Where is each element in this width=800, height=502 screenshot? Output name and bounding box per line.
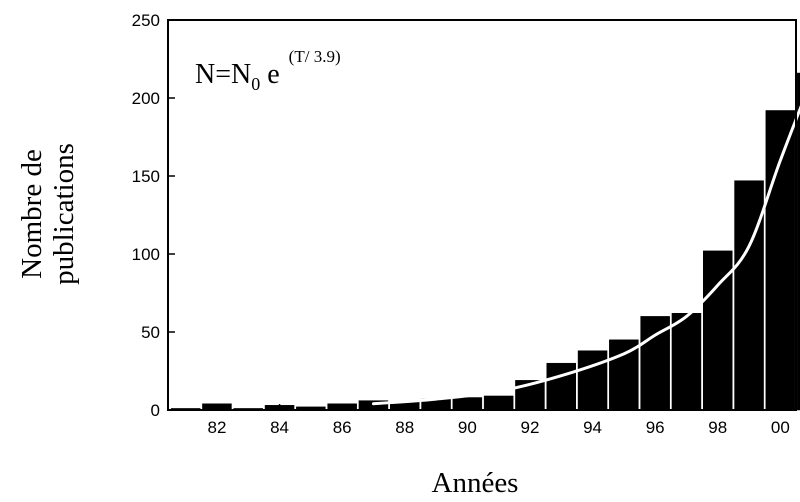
x-tick-label-92: 92 bbox=[520, 418, 539, 437]
y-tick-label-250: 250 bbox=[132, 11, 160, 30]
bar-96 bbox=[640, 316, 670, 411]
x-axis-title: Années bbox=[432, 467, 519, 499]
bar-95 bbox=[609, 339, 639, 411]
y-axis-title: Nombre de publications bbox=[16, 143, 80, 285]
x-tick-label-88: 88 bbox=[395, 418, 414, 437]
bar-01 bbox=[796, 72, 800, 411]
bar-98 bbox=[703, 250, 733, 411]
y-axis-title-line-1: Nombre de bbox=[16, 149, 48, 279]
fit-equation-base: e bbox=[260, 59, 286, 90]
fit-curve bbox=[371, 105, 800, 406]
y-tick-label-0: 0 bbox=[151, 401, 160, 420]
bar-99 bbox=[734, 180, 764, 411]
bar-91 bbox=[483, 395, 514, 411]
bar-94 bbox=[577, 350, 608, 411]
fit-equation-lhs: N=N bbox=[195, 59, 251, 90]
x-tick-label-90: 90 bbox=[458, 418, 477, 437]
y-tick-label-50: 50 bbox=[141, 323, 160, 342]
fit-equation: N=N0 e (T/ 3.9) bbox=[195, 47, 341, 94]
y-tick-label-100: 100 bbox=[132, 245, 160, 264]
bar-00 bbox=[765, 110, 796, 411]
y-tick-label-200: 200 bbox=[132, 89, 160, 108]
x-tick-label-94: 94 bbox=[583, 418, 602, 437]
y-axis-title-line-2: publications bbox=[48, 143, 80, 285]
plot-frame bbox=[167, 19, 797, 411]
bar-97 bbox=[671, 313, 702, 411]
fit-equation-subscript: 0 bbox=[251, 74, 260, 94]
x-tick-label-82: 82 bbox=[207, 418, 226, 437]
bar-93 bbox=[546, 362, 576, 411]
x-tick-label-98: 98 bbox=[708, 418, 727, 437]
x-tick-label-86: 86 bbox=[333, 418, 352, 437]
y-tick-label-150: 150 bbox=[132, 167, 160, 186]
fit-equation-exponent: (T/ 3.9) bbox=[289, 47, 341, 66]
x-tick-label-00: 00 bbox=[771, 418, 790, 437]
x-tick-label-96: 96 bbox=[646, 418, 665, 437]
x-tick-label-84: 84 bbox=[270, 418, 289, 437]
